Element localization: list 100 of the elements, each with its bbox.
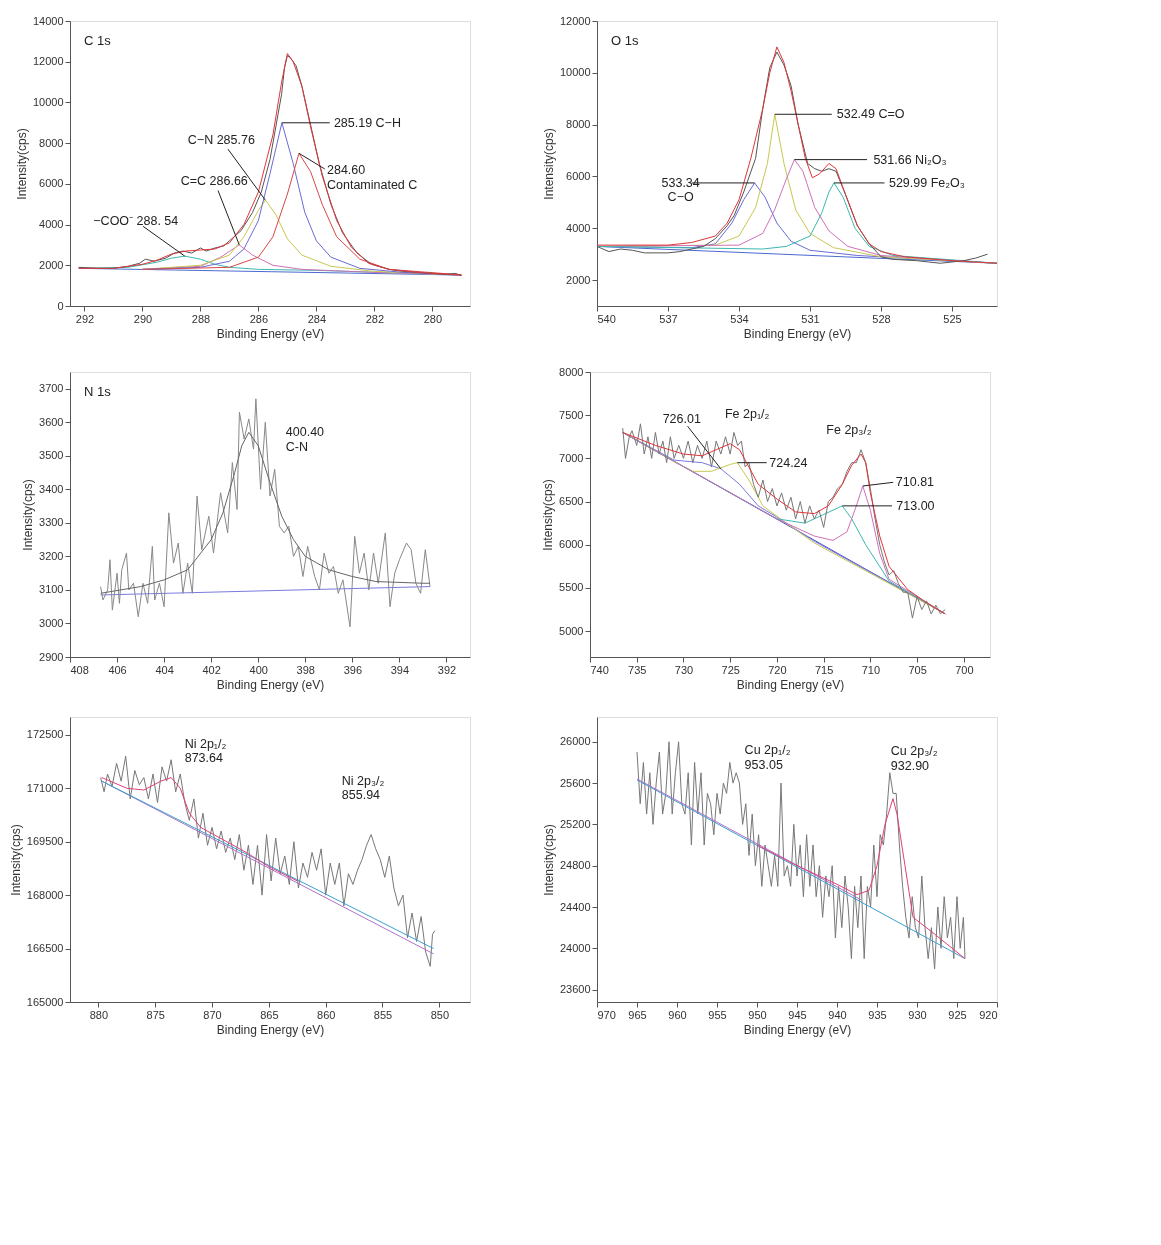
x-axis-title: Binding Energy (eV)	[216, 1022, 325, 1037]
annotation: N 1s	[84, 384, 112, 399]
x-tick-label: 955	[708, 1008, 727, 1021]
y-tick-label: 3000	[39, 616, 64, 629]
y-axis-title: Intensity(cps)	[541, 128, 556, 200]
x-tick-label: 280	[423, 312, 442, 325]
x-tick-label: 396	[343, 663, 363, 676]
y-tick-label: 8000	[39, 136, 64, 149]
y-tick-label: 5000	[559, 624, 584, 637]
y-tick-label: 24000	[559, 941, 591, 954]
y-tick-label: 3100	[39, 583, 64, 596]
annotation: Cu 2p₁/₂ 953.05	[744, 743, 791, 772]
annotation: Cu 2p₃/₂ 932.90	[890, 744, 938, 773]
y-axis-title: Intensity(cps)	[14, 128, 29, 200]
x-axis-title: Binding Energy (eV)	[743, 1022, 852, 1037]
x-tick-label: 531	[801, 312, 820, 325]
x-tick-label: 920	[979, 1008, 998, 1021]
y-tick-label: 26000	[559, 735, 591, 748]
y-tick-label: 0	[57, 299, 64, 312]
y-tick-label: 24800	[559, 859, 591, 872]
y-tick-label: 6500	[559, 495, 584, 508]
x-tick-label: 730	[674, 663, 694, 676]
y-tick-label: 10000	[32, 95, 64, 108]
y-tick-label: 165000	[26, 995, 64, 1008]
y-tick-label: 171000	[26, 781, 64, 794]
y-tick-label: 3400	[39, 482, 64, 495]
y-tick-label: 7500	[559, 408, 584, 421]
x-tick-label: 880	[89, 1008, 109, 1021]
x-axis-title: Binding Energy (eV)	[216, 326, 325, 341]
x-tick-label: 284	[307, 312, 327, 325]
y-tick-label: 6000	[566, 169, 591, 182]
x-tick-label: 865	[260, 1008, 279, 1021]
x-tick-label: 925	[948, 1008, 967, 1021]
y-tick-label: 4000	[39, 218, 64, 231]
x-tick-label: 735	[628, 663, 647, 676]
y-tick-label: 169500	[26, 835, 64, 848]
y-tick-label: 6000	[39, 177, 64, 190]
y-tick-label: 172500	[26, 728, 64, 741]
x-axis-title: Binding Energy (eV)	[216, 677, 325, 692]
x-tick-label: 855	[373, 1008, 393, 1021]
y-tick-label: 8000	[566, 118, 591, 131]
y-tick-label: 24400	[559, 900, 591, 913]
annotation: 710.81	[895, 475, 935, 489]
x-tick-label: 950	[748, 1008, 767, 1021]
x-tick-label: 930	[908, 1008, 927, 1021]
x-tick-label: 705	[908, 663, 927, 676]
x-tick-label: 720	[768, 663, 787, 676]
annotation: Ni 2p₃/₂ 855.94	[341, 773, 385, 803]
annotation: C=C 286.66	[180, 173, 248, 188]
x-tick-label: 710	[861, 663, 881, 676]
annotation: Fe 2p₃/₂	[826, 423, 872, 438]
y-axis-title: Intensity(cps)	[8, 824, 23, 896]
annotation: 284.60 Contaminated C	[326, 163, 418, 192]
annotation: 532.49 C=O	[836, 107, 905, 122]
annotation: Ni 2p₁/₂ 873.64	[184, 736, 227, 766]
x-tick-label: 525	[943, 312, 962, 325]
annotation: 529.99 Fe₂O₃	[888, 175, 965, 190]
y-tick-label: 14000	[32, 14, 64, 27]
y-tick-label: 2900	[39, 650, 64, 663]
x-tick-label: 875	[146, 1008, 165, 1021]
y-axis-title: Intensity(cps)	[21, 479, 36, 551]
y-tick-label: 4000	[566, 221, 591, 234]
annotation: 724.24	[769, 455, 808, 470]
y-tick-label: 7000	[559, 451, 584, 464]
x-tick-label: 700	[955, 663, 974, 676]
x-tick-label: 406	[108, 663, 127, 676]
y-tick-label: 3600	[39, 415, 64, 428]
x-tick-label: 400	[249, 663, 268, 676]
annotation: C−N 285.76	[187, 133, 255, 148]
x-tick-label: 528	[872, 312, 891, 325]
annotation: O 1s	[611, 33, 639, 48]
y-tick-label: 12000	[559, 14, 591, 27]
y-axis-title: Intensity(cps)	[541, 479, 556, 551]
x-tick-label: 725	[721, 663, 740, 676]
annotation: Fe 2p₁/₂	[724, 406, 770, 421]
y-axis-title: Intensity(cps)	[541, 824, 556, 896]
y-tick-label: 23600	[559, 983, 591, 996]
annotation: 400.40 C-N	[285, 425, 325, 454]
x-tick-label: 288	[191, 312, 211, 325]
x-tick-label: 286	[249, 312, 269, 325]
x-tick-label: 715	[814, 663, 834, 676]
x-tick-label: 945	[788, 1008, 807, 1021]
x-axis-title: Binding Energy (eV)	[736, 677, 845, 692]
y-tick-label: 3700	[39, 382, 64, 395]
y-tick-label: 25200	[559, 817, 591, 830]
x-axis-title: Binding Energy (eV)	[743, 326, 852, 341]
y-tick-label: 3500	[39, 449, 64, 462]
annotation: C 1s	[84, 33, 112, 48]
y-tick-label: 12000	[32, 55, 64, 68]
y-tick-label: 2000	[566, 273, 591, 286]
y-tick-label: 25600	[559, 776, 591, 789]
x-tick-label: 850	[430, 1008, 449, 1021]
x-tick-label: 940	[828, 1008, 847, 1021]
x-tick-label: 408	[70, 663, 89, 676]
annotation: −COO⁻ 288. 54	[93, 214, 179, 229]
x-tick-label: 860	[317, 1008, 336, 1021]
y-tick-label: 166500	[26, 942, 64, 955]
x-tick-label: 537	[659, 312, 678, 325]
annotation: 533.34 C−O	[661, 175, 700, 205]
y-tick-label: 3200	[39, 549, 64, 562]
